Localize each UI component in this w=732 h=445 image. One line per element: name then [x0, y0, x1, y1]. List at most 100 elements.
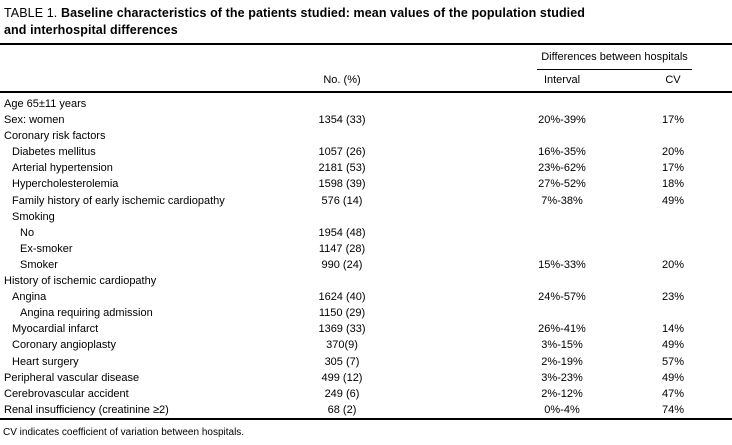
row-interval-value: 3%-15%	[541, 339, 583, 352]
row-label: Angina	[12, 291, 47, 304]
row-label: Heart surgery	[12, 355, 79, 368]
row-no-value: 1150 (29)	[318, 307, 366, 320]
table-row: No 1954 (48)	[0, 225, 732, 241]
row-interval-value: 20%-39%	[538, 114, 586, 127]
row-label: Smoker	[20, 258, 58, 271]
row-label: Cerebrovascular accident	[4, 387, 129, 400]
row-label: Age 65±11 years	[4, 98, 87, 110]
row-no-value: 1624 (40)	[318, 291, 366, 304]
row-no-value: 1369 (33)	[318, 323, 366, 336]
row-cv-value: 47%	[661, 387, 685, 400]
spanner-header-label: Differences between hospitals	[541, 50, 688, 63]
row-label: Arterial hypertension	[12, 162, 113, 175]
table-title-line1: Baseline characteristics of the patients…	[60, 6, 586, 20]
row-label: Hypercholesterolemia	[12, 178, 119, 191]
row-interval-value: 16%-35%	[538, 146, 586, 159]
table-row: Ex-smoker 1147 (28)	[0, 241, 732, 257]
row-no-value: 370(9)	[326, 339, 358, 352]
row-cv-value	[634, 128, 712, 144]
table-row: Angina requiring admission 1150 (29)	[0, 305, 732, 321]
row-label: Family history of early ischemic cardiop…	[12, 194, 225, 207]
row-no-value	[290, 273, 394, 289]
row-interval-value	[490, 225, 634, 241]
row-interval-value: 0%-4%	[544, 403, 580, 416]
row-label: Smoking	[12, 210, 55, 223]
row-cv-value: 20%	[661, 146, 685, 159]
table-row: Peripheral vascular disease 499 (12) 3%-…	[0, 370, 732, 386]
row-no-value: 2181 (53)	[318, 162, 366, 175]
row-label: Renal insufficiency (creatinine ≥2)	[4, 403, 169, 416]
row-cv-value: 49%	[661, 339, 685, 352]
row-label: Coronary angioplasty	[12, 339, 116, 352]
table-body: Age 65±11 years Sex: women 1354 (33) 20%…	[0, 92, 732, 419]
table-row: Myocardial infarct 1369 (33) 26%-41% 14%	[0, 321, 732, 337]
column-header-cv: CV	[634, 70, 712, 93]
table-title: TABLE 1. Baseline characteristics of the…	[0, 5, 732, 39]
row-interval-value	[490, 305, 634, 321]
row-cv-value: 14%	[661, 323, 685, 336]
row-no-value: 1954 (48)	[318, 226, 366, 239]
row-cv-value: 49%	[661, 371, 685, 384]
baseline-characteristics-table: Differences between hospitals No. (%) In…	[0, 43, 732, 420]
row-label: Myocardial infarct	[12, 323, 99, 336]
row-interval-value	[490, 128, 634, 144]
table-title-prefix: TABLE 1.	[4, 6, 58, 20]
row-cv-value: 74%	[661, 403, 685, 416]
row-cv-value: 57%	[661, 355, 685, 368]
table-row: Renal insufficiency (creatinine ≥2) 68 (…	[0, 402, 732, 419]
row-no-value: 68 (2)	[327, 403, 357, 416]
row-cv-value	[634, 225, 712, 241]
row-label: Diabetes mellitus	[12, 146, 96, 159]
table-row: Cerebrovascular accident 249 (6) 2%-12% …	[0, 386, 732, 402]
row-cv-value: 23%	[661, 291, 685, 304]
row-cv-value	[634, 92, 712, 112]
table-row: Coronary risk factors	[0, 128, 732, 144]
row-no-value: 1057 (26)	[318, 146, 366, 159]
row-no-value: 1598 (39)	[318, 178, 366, 191]
row-label: Sex: women	[4, 114, 65, 127]
row-cv-value	[634, 305, 712, 321]
row-interval-value: 23%-62%	[538, 162, 586, 175]
column-header-no: No. (%)	[290, 70, 394, 93]
row-cv-value	[634, 241, 712, 257]
row-no-value: 249 (6)	[324, 387, 360, 400]
table-row: Family history of early ischemic cardiop…	[0, 193, 732, 209]
row-interval-value	[490, 209, 634, 225]
row-interval-value: 24%-57%	[538, 291, 586, 304]
table-row: Smoking	[0, 209, 732, 225]
row-no-value	[290, 128, 394, 144]
table-row: Diabetes mellitus 1057 (26) 16%-35% 20%	[0, 144, 732, 160]
table-row: Angina 1624 (40) 24%-57% 23%	[0, 289, 732, 305]
spanner-header: Differences between hospitals	[537, 49, 692, 70]
row-cv-value: 49%	[661, 194, 685, 207]
row-no-value	[290, 209, 394, 225]
row-no-value: 499 (12)	[321, 371, 363, 384]
table-row: Sex: women 1354 (33) 20%-39% 17%	[0, 112, 732, 128]
row-interval-value: 7%-38%	[541, 194, 583, 207]
row-interval-value: 2%-12%	[541, 387, 583, 400]
row-interval-value: 3%-23%	[541, 371, 583, 384]
row-cv-value: 20%	[661, 258, 685, 271]
table-row: Heart surgery 305 (7) 2%-19% 57%	[0, 354, 732, 370]
table-row: History of ischemic cardiopathy	[0, 273, 732, 289]
spanner-header-row: Differences between hospitals	[0, 44, 732, 70]
row-cv-value	[634, 209, 712, 225]
table-row: Smoker 990 (24) 15%-33% 20%	[0, 257, 732, 273]
row-cv-value: 17%	[661, 114, 685, 127]
row-cv-value: 18%	[661, 178, 685, 191]
row-no-value: 1354 (33)	[318, 114, 366, 127]
row-label: Peripheral vascular disease	[4, 371, 140, 384]
table-header: Differences between hospitals No. (%) In…	[0, 44, 732, 93]
row-interval-value: 26%-41%	[538, 323, 586, 336]
table-row: Arterial hypertension 2181 (53) 23%-62% …	[0, 160, 732, 176]
row-no-value: 576 (14)	[321, 194, 363, 207]
row-label: History of ischemic cardiopathy	[4, 275, 157, 288]
column-header-row: No. (%) Interval CV	[0, 70, 732, 93]
row-label: Ex-smoker	[20, 242, 73, 255]
table-row: Age 65±11 years	[0, 92, 732, 112]
row-no-value: 305 (7)	[324, 355, 360, 368]
footnote: CV indicates coefficient of variation be…	[3, 426, 245, 438]
column-header-interval: Interval	[490, 70, 634, 93]
row-label: Coronary risk factors	[4, 130, 106, 143]
